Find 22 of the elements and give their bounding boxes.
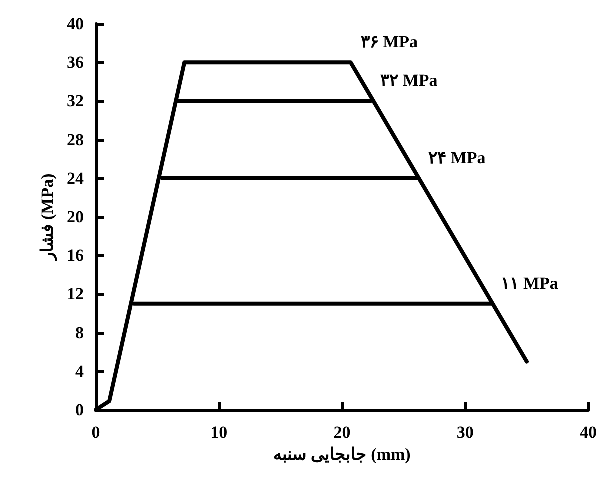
y-tick-label: 0 bbox=[76, 400, 84, 420]
y-tick-label: 16 bbox=[67, 246, 84, 266]
y-tick-label: 40 bbox=[67, 14, 84, 34]
y-tick-label: 32 bbox=[67, 92, 84, 111]
y-tick-label: 20 bbox=[67, 208, 84, 226]
x-tick-label: 30 bbox=[456, 423, 474, 442]
x-tick-label: 40 bbox=[580, 423, 597, 442]
y-tick-label: 36 bbox=[67, 53, 84, 72]
y-tick-label: 24 bbox=[67, 168, 84, 188]
y-tick-label: 28 bbox=[67, 130, 84, 150]
annotation: ۳۲ MPa bbox=[380, 71, 438, 90]
annotation: ۱۱ MPa bbox=[501, 274, 559, 293]
x-axis-title: جابجایی سنبه (mm) bbox=[274, 444, 411, 464]
annotation: ۲۴ MPa bbox=[428, 148, 486, 168]
y-tick-label: 8 bbox=[76, 323, 84, 342]
x-tick-label: 0 bbox=[92, 423, 100, 442]
y-axis-title: فشار (MPa) bbox=[38, 174, 58, 262]
y-tick-label: 4 bbox=[76, 362, 84, 381]
y-tick-label: 12 bbox=[67, 284, 84, 304]
annotation: ۳۶ MPa bbox=[360, 32, 419, 52]
x-tick-label: 20 bbox=[334, 423, 351, 442]
x-tick-label: 10 bbox=[210, 423, 228, 442]
